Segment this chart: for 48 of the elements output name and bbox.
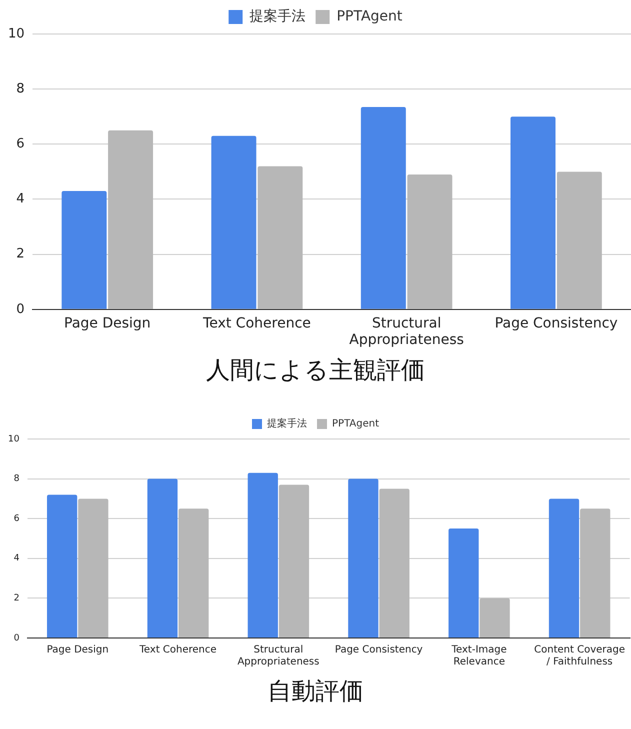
legend-label: PPTAgent: [336, 8, 403, 25]
bar: [360, 106, 406, 309]
bar: [407, 174, 452, 309]
y-tick-label: 6: [14, 514, 20, 524]
y-tick-label: 8: [14, 474, 20, 484]
bar: [46, 494, 78, 638]
y-tick-label: 4: [16, 192, 25, 207]
y-tick-label: 0: [16, 302, 25, 317]
bar: [480, 598, 510, 638]
x-tick-label: Text-Image Relevance: [450, 644, 507, 668]
bar: [258, 166, 303, 309]
x-tick-label: Structural Appropriateness: [349, 315, 464, 348]
legend-label: PPTAgent: [332, 418, 380, 430]
y-tick-label: 10: [8, 26, 25, 42]
legend-label: 提案手法: [250, 8, 306, 25]
bar: [580, 508, 610, 638]
bar: [548, 498, 580, 638]
bar: [556, 172, 602, 309]
x-tick-label: Text Coherence: [138, 644, 217, 656]
x-tick-label: Structural Appropriateness: [237, 644, 320, 668]
bar: [211, 136, 256, 309]
x-tick-label: Page Consistency: [494, 315, 618, 332]
bar: [348, 478, 378, 638]
text: 人間による主観評価: [205, 355, 426, 385]
y-tick-label: 10: [8, 434, 20, 444]
bar: [147, 478, 178, 638]
legend-label: 提案手法: [267, 418, 308, 430]
y-tick-label: 8: [16, 81, 25, 96]
y-tick-label: 2: [16, 246, 25, 262]
text: 自動評価: [266, 676, 364, 706]
y-tick-label: 2: [14, 594, 20, 604]
y-tick-label: 4: [14, 554, 20, 564]
y-tick-label: 0: [14, 633, 20, 644]
x-tick-label: Content Coverage / Faithfulness: [534, 644, 625, 668]
x-tick-label: Page Design: [46, 644, 109, 656]
bar: [62, 190, 107, 309]
bar: [379, 488, 410, 638]
x-tick-label: Text Coherence: [202, 315, 311, 332]
y-tick-label: 6: [16, 136, 25, 152]
x-tick-label: Page Design: [64, 315, 151, 332]
bar: [248, 472, 278, 638]
bar: [178, 508, 209, 638]
bar: [108, 130, 154, 309]
bar: [78, 498, 108, 638]
bar: [448, 528, 479, 638]
bar: [278, 484, 310, 638]
bar: [510, 116, 556, 309]
x-tick-label: Page Consistency: [334, 644, 423, 656]
